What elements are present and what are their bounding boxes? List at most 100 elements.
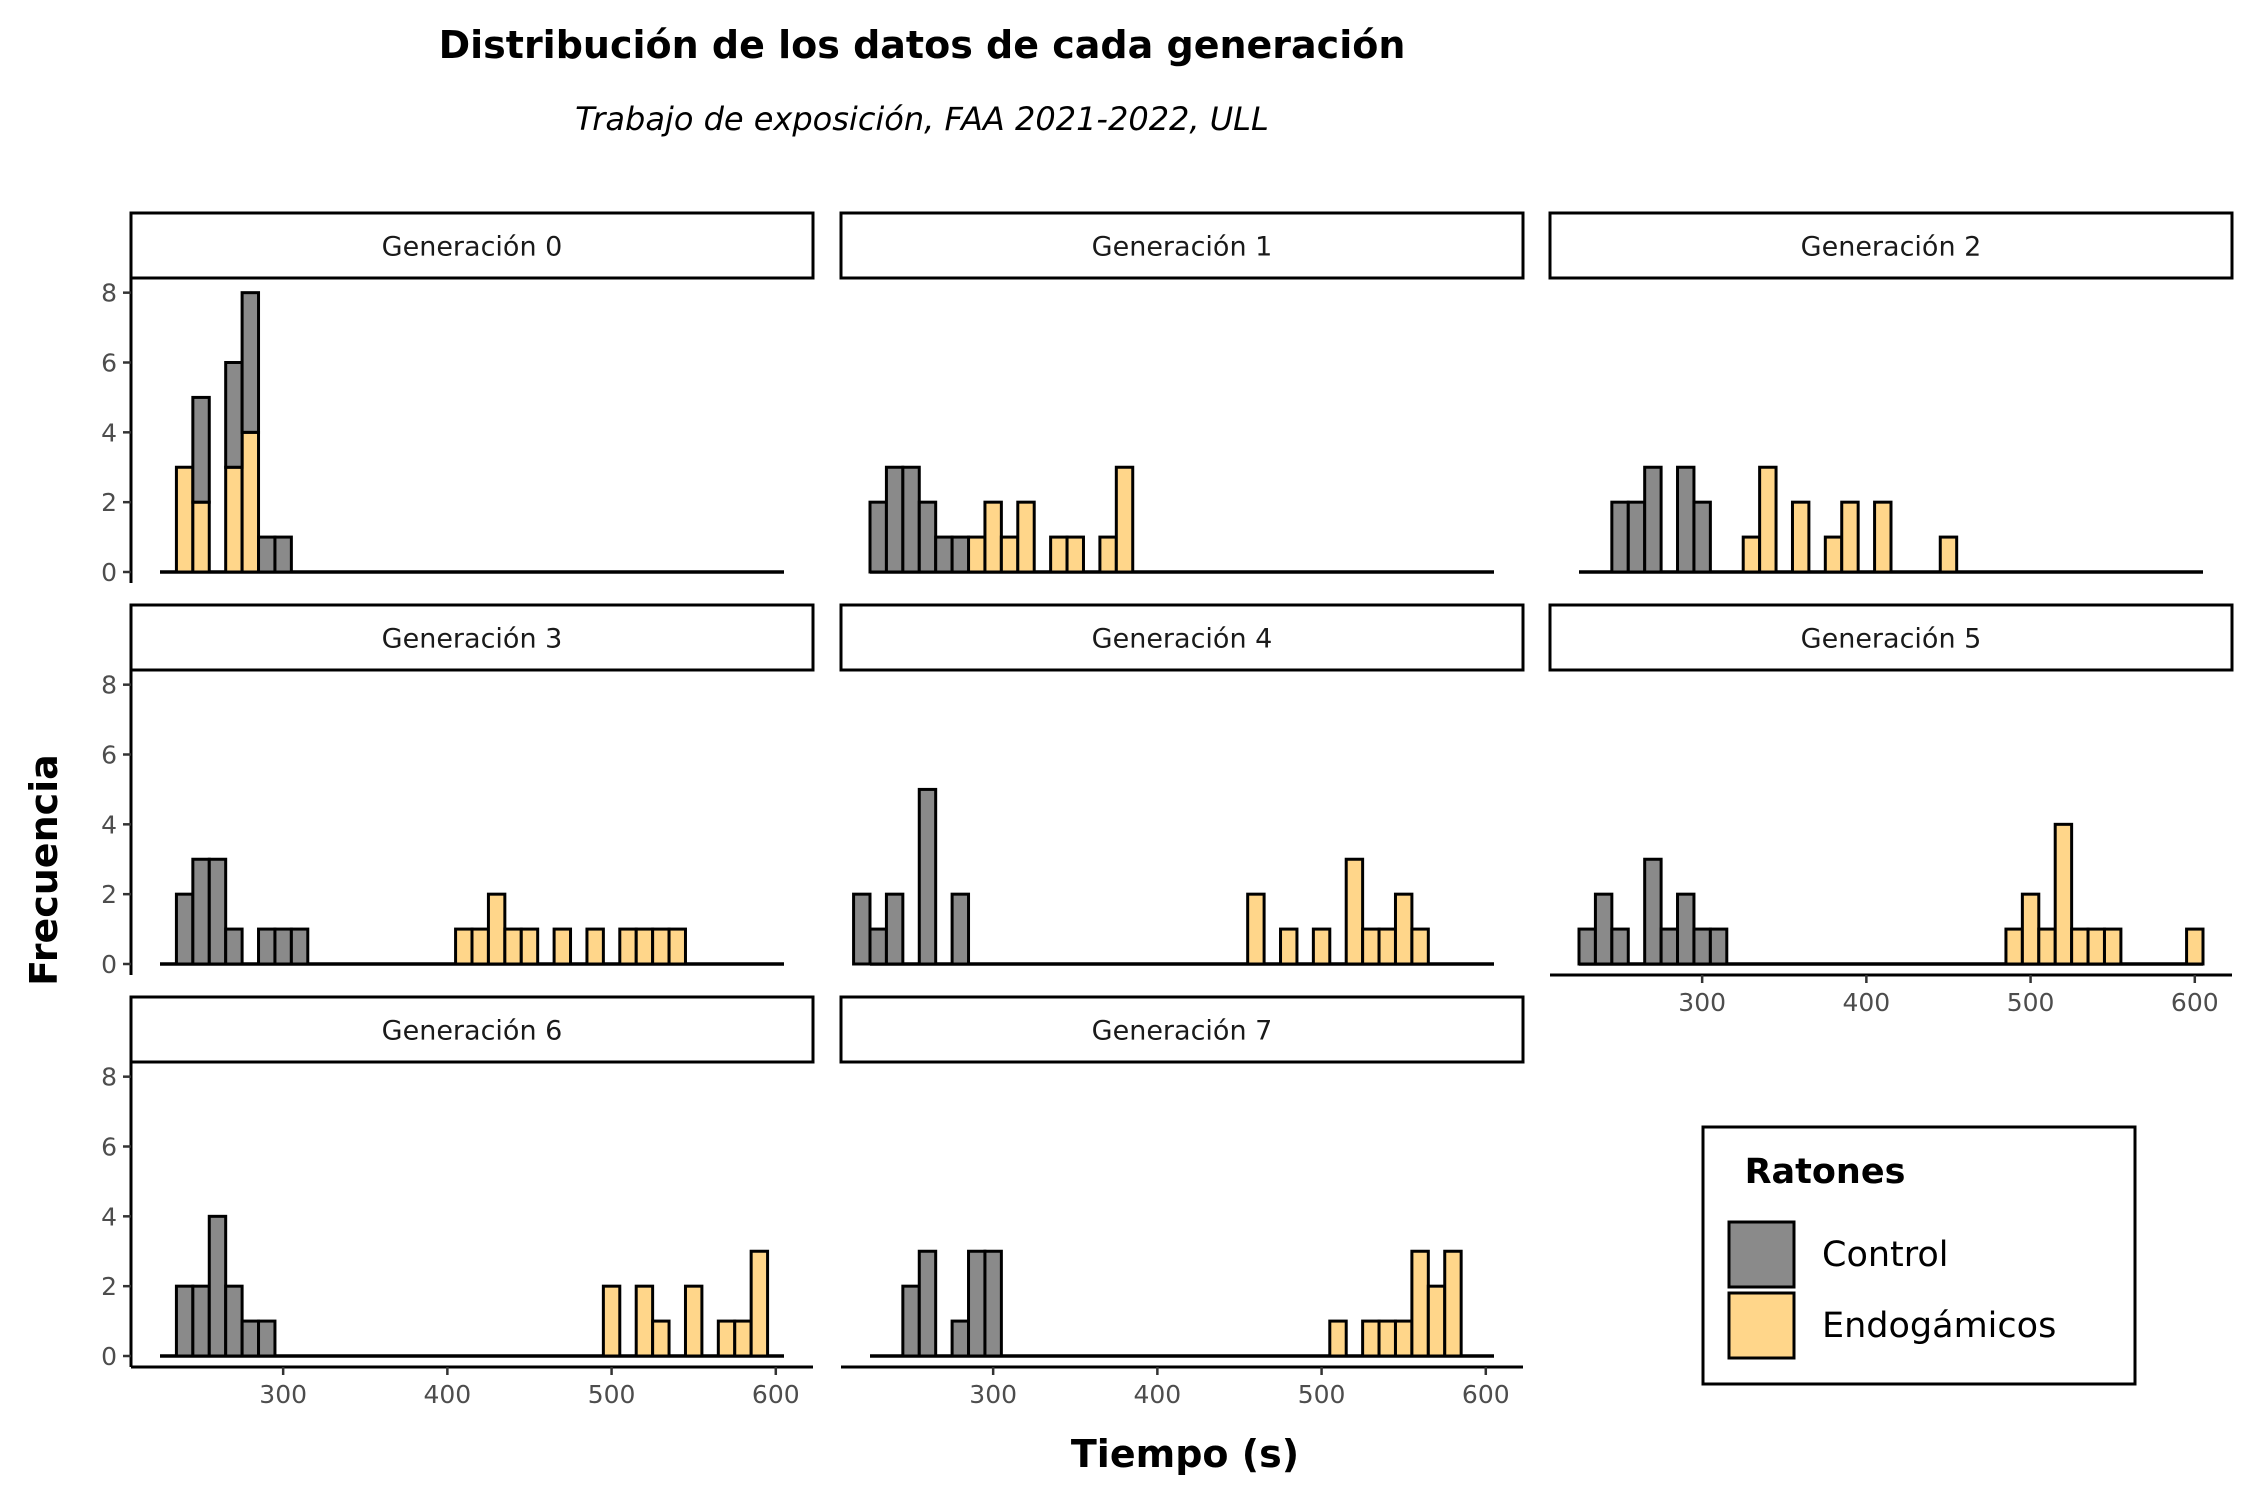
bar-endogamicos [454,927,474,966]
bar-control [868,927,888,966]
bar-endogamicos [634,1284,655,1358]
bar-endogamicos [667,927,687,966]
bar-endogamicos [1938,535,1959,574]
bar-endogamicos [1377,1319,1397,1358]
facet-strip-label: Generación 0 [382,232,563,263]
bar-control [901,1284,921,1358]
facet-strip-label: Generación 7 [1092,1016,1273,1047]
legend-title: Ratones [1745,1152,1906,1192]
bar-endogamicos [2004,927,2024,966]
bar-endogamicos [1840,500,1860,574]
bar-control [224,1284,244,1358]
y-tick-label: 8 [101,671,117,700]
bar-control [1593,892,1614,966]
bar-endogamicos [1741,535,1762,574]
bar-endogamicos [1361,927,1381,966]
bar-control [207,1214,228,1358]
chart-subtitle: Trabajo de exposición, FAA 2021-2022, UL… [575,100,1269,138]
y-tick-label: 2 [101,880,117,909]
bar-endogamicos [1246,892,1266,966]
y-tick-label: 8 [101,279,117,308]
bar-endogamicos [651,927,671,966]
bar-control [950,535,971,574]
bar-control [240,1319,261,1358]
x-tick-label: 600 [1462,1380,1510,1409]
bar-control [273,927,293,966]
bar-control [257,927,277,966]
bar-endogamicos [1790,500,1811,574]
bar-endogamicos [733,1319,753,1358]
bar-endogamicos [1823,535,1844,574]
bar-endogamicos [716,1319,737,1358]
bar-control [174,892,195,966]
bar-endogamicos [2102,927,2123,966]
bar-endogamicos [618,927,638,966]
bar-control [289,927,310,966]
panel-generacion-2: Generación 2 [1548,211,2234,574]
bar-endogamicos [1377,927,1397,966]
facet-strip [129,995,815,1064]
bar-endogamicos [1049,535,1069,574]
facet-strip [1548,603,2234,672]
x-tick-label: 400 [1134,1380,1182,1409]
bar-control [257,1319,277,1358]
facet-panels: Generación 0 0 2 4 6 8 Generación 1 Generación … [101,211,2234,1409]
y-tick-label: 0 [101,558,117,587]
bar-endogamicos [1393,892,1414,966]
facet-strip-label: Generación 6 [382,1016,563,1047]
y-tick-label: 6 [101,740,117,769]
panel-generacion-4: Generación 4 [839,603,1525,966]
bar-endogamicos [470,927,490,966]
y-tick-label: 0 [101,950,117,979]
bar-control [884,465,905,574]
panel-generacion-0: Generación 0 0 2 4 6 8 [101,211,815,587]
bar-control [273,535,293,574]
x-tick-label: 400 [424,1380,472,1409]
facet-strip-label: Generación 1 [1092,232,1273,263]
bar-endogamicos [519,927,540,966]
facet-strip [839,995,1525,1064]
y-tick-label: 4 [101,1202,117,1231]
bar-control [1676,465,1696,574]
y-tick-label: 6 [101,348,117,377]
bar-endogamicos [1443,1249,1463,1358]
bar-endogamicos [749,1249,770,1358]
bar-endogamicos [1758,465,1778,574]
legend-label-control: Control [1822,1235,1949,1275]
bar-endogamicos [240,430,261,574]
bar-control [950,892,971,966]
facet-strip-label: Generación 5 [1801,624,1982,655]
bar-control [1577,927,1597,966]
bar-endogamicos [601,1284,622,1358]
bar-control [207,857,228,966]
bar-endogamicos [1410,927,1430,966]
bar-endogamicos [967,535,987,574]
bar-control [1692,927,1712,966]
bar-control [868,500,888,574]
x-tick-label: 400 [1843,988,1891,1017]
y-tick-label: 8 [101,1063,117,1092]
bar-control [1626,500,1647,574]
bar-control [934,535,954,574]
bar-control [917,1249,938,1358]
bar-endogamicos [1098,535,1118,574]
bar-endogamicos [552,927,573,966]
bar-control [1676,892,1696,966]
legend-swatch-endogamicos [1727,1291,1796,1360]
panel-generacion-1: Generación 1 [839,211,1525,574]
chart-title: Distribución de los datos de cada genera… [439,23,1406,67]
facet-strip [129,211,815,280]
bar-control [240,291,261,434]
facet-strip-label: Generación 3 [382,624,563,655]
bar-control [1610,927,1630,966]
facet-strip-label: Generación 4 [1092,624,1273,655]
facet-strip-label: Generación 2 [1801,232,1982,263]
y-tick-label: 2 [101,1272,117,1301]
x-axis-title: Tiempo (s) [1071,1432,1299,1476]
bar-endogamicos [983,500,1003,574]
y-tick-label: 2 [101,488,117,517]
bar-endogamicos [1344,857,1365,966]
bar-endogamicos [1016,500,1036,574]
y-tick-label: 6 [101,1132,117,1161]
bar-endogamicos [999,535,1020,574]
